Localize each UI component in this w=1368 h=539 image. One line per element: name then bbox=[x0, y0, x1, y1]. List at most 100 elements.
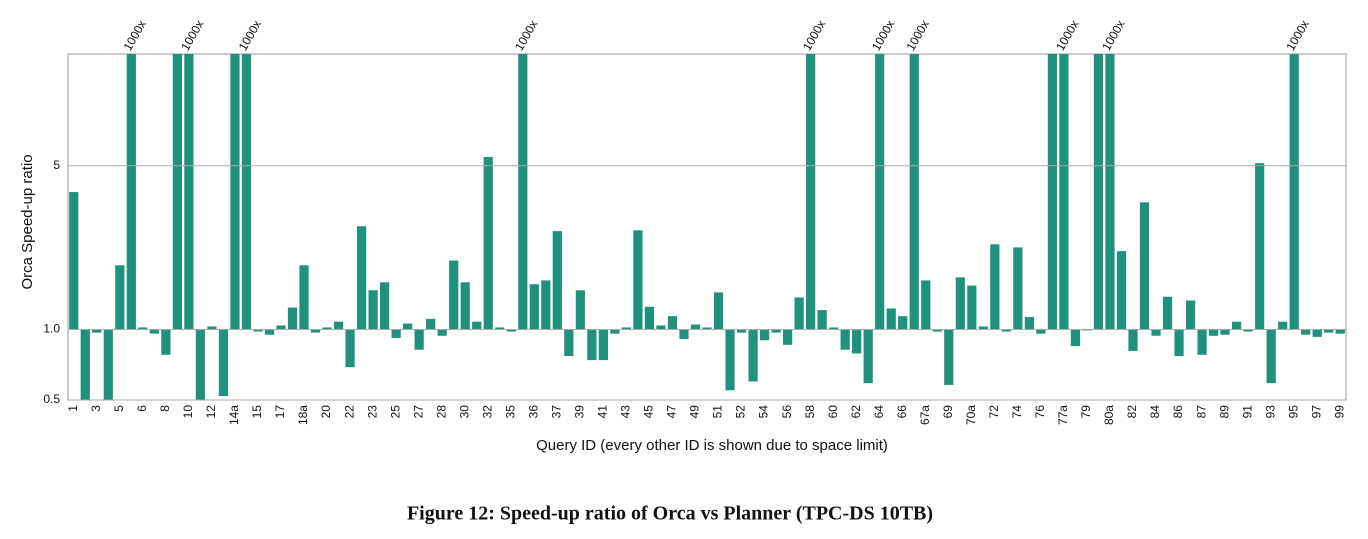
x-tick-label: 91 bbox=[1240, 405, 1254, 419]
bar bbox=[967, 285, 977, 330]
bar bbox=[103, 329, 113, 400]
x-tick-label: 79 bbox=[1079, 405, 1093, 419]
bar bbox=[472, 321, 482, 330]
x-tick-label: 99 bbox=[1332, 405, 1346, 419]
value-label: 1000x bbox=[512, 18, 540, 53]
x-tick-label: 10 bbox=[181, 405, 195, 419]
x-tick-label: 74 bbox=[1010, 405, 1024, 419]
x-tick-label: 1 bbox=[66, 405, 80, 412]
bar bbox=[748, 329, 758, 382]
bar bbox=[782, 329, 793, 345]
bar bbox=[1301, 329, 1311, 335]
x-tick-label: 56 bbox=[780, 405, 794, 419]
bar bbox=[955, 277, 965, 330]
bar bbox=[1289, 54, 1299, 330]
y-tick-label: 1.0 bbox=[43, 322, 60, 336]
bar bbox=[1070, 329, 1081, 347]
x-tick-label: 20 bbox=[319, 405, 333, 419]
bar bbox=[80, 329, 90, 400]
bar bbox=[1243, 329, 1253, 332]
bar bbox=[391, 329, 401, 338]
bar bbox=[1208, 329, 1219, 336]
bar bbox=[218, 329, 229, 397]
bar bbox=[1278, 321, 1288, 330]
x-tick-label: 43 bbox=[619, 405, 633, 419]
value-label: 1000x bbox=[121, 18, 149, 53]
y-axis-label: Orca Speed-up ratio bbox=[19, 154, 36, 289]
x-tick-label: 64 bbox=[872, 405, 886, 419]
x-tick-label: 76 bbox=[1033, 405, 1047, 419]
x-tick-label: 12 bbox=[204, 405, 218, 419]
bar bbox=[426, 318, 436, 330]
bar bbox=[126, 54, 136, 330]
value-label: 1000x bbox=[869, 18, 897, 53]
x-tick-label: 84 bbox=[1148, 405, 1162, 419]
bar bbox=[1036, 329, 1046, 334]
bar bbox=[483, 156, 493, 330]
y-tick-label: 5 bbox=[53, 158, 60, 172]
bar bbox=[310, 329, 321, 333]
bar bbox=[564, 329, 574, 357]
bar bbox=[403, 323, 413, 330]
x-tick-label: 45 bbox=[642, 405, 656, 419]
x-tick-label: 47 bbox=[665, 405, 679, 419]
bar bbox=[1232, 321, 1242, 330]
x-tick-label: 62 bbox=[849, 405, 863, 419]
value-label: 1000x bbox=[1053, 18, 1081, 53]
x-tick-label: 23 bbox=[365, 405, 379, 419]
x-tick-label: 25 bbox=[388, 405, 402, 419]
bar bbox=[863, 329, 873, 384]
value-label: 1000x bbox=[903, 18, 931, 53]
x-tick-label: 97 bbox=[1309, 405, 1323, 419]
x-tick-label: 35 bbox=[503, 405, 517, 419]
x-tick-label: 70a bbox=[964, 405, 978, 425]
bar bbox=[921, 280, 931, 330]
x-tick-label: 15 bbox=[250, 405, 264, 419]
bar bbox=[1105, 54, 1115, 330]
bar bbox=[633, 230, 643, 330]
bar bbox=[356, 226, 367, 330]
x-tick-label: 60 bbox=[826, 405, 840, 419]
bar bbox=[1162, 296, 1173, 330]
bar bbox=[380, 282, 390, 330]
bar bbox=[1047, 54, 1058, 330]
value-label: 1000x bbox=[1283, 18, 1311, 53]
bar bbox=[990, 244, 1000, 330]
bar bbox=[840, 329, 850, 350]
bar bbox=[552, 231, 562, 330]
bar bbox=[1335, 329, 1345, 334]
bar bbox=[138, 327, 148, 330]
x-tick-label: 66 bbox=[895, 405, 909, 419]
bar bbox=[92, 329, 102, 333]
value-label: 1000x bbox=[1099, 18, 1127, 53]
y-tick-label: 0.5 bbox=[43, 392, 60, 406]
bar bbox=[161, 329, 171, 355]
bar bbox=[656, 325, 666, 330]
x-tick-label: 82 bbox=[1125, 405, 1139, 419]
bar bbox=[1174, 329, 1184, 357]
bar bbox=[541, 280, 551, 330]
bar bbox=[1255, 163, 1265, 330]
bar bbox=[1059, 54, 1069, 330]
bar bbox=[253, 329, 263, 332]
bar bbox=[241, 54, 252, 330]
bar bbox=[736, 329, 747, 333]
bar bbox=[495, 327, 505, 330]
x-tick-label: 72 bbox=[987, 405, 1001, 419]
x-tick-label: 41 bbox=[596, 405, 610, 419]
bar bbox=[898, 316, 908, 330]
bar bbox=[1151, 329, 1161, 336]
bars bbox=[69, 54, 1345, 400]
bar bbox=[575, 290, 585, 330]
bar bbox=[644, 306, 655, 330]
bar bbox=[759, 329, 770, 341]
bar bbox=[713, 292, 724, 330]
bar bbox=[598, 329, 608, 361]
bar bbox=[333, 321, 344, 330]
bar bbox=[667, 316, 678, 330]
x-axis-label: Query ID (every other ID is shown due to… bbox=[536, 437, 888, 454]
bar bbox=[506, 329, 516, 332]
bar bbox=[794, 297, 804, 330]
x-tick-label: 18a bbox=[296, 405, 310, 425]
x-tick-label: 54 bbox=[757, 405, 771, 419]
